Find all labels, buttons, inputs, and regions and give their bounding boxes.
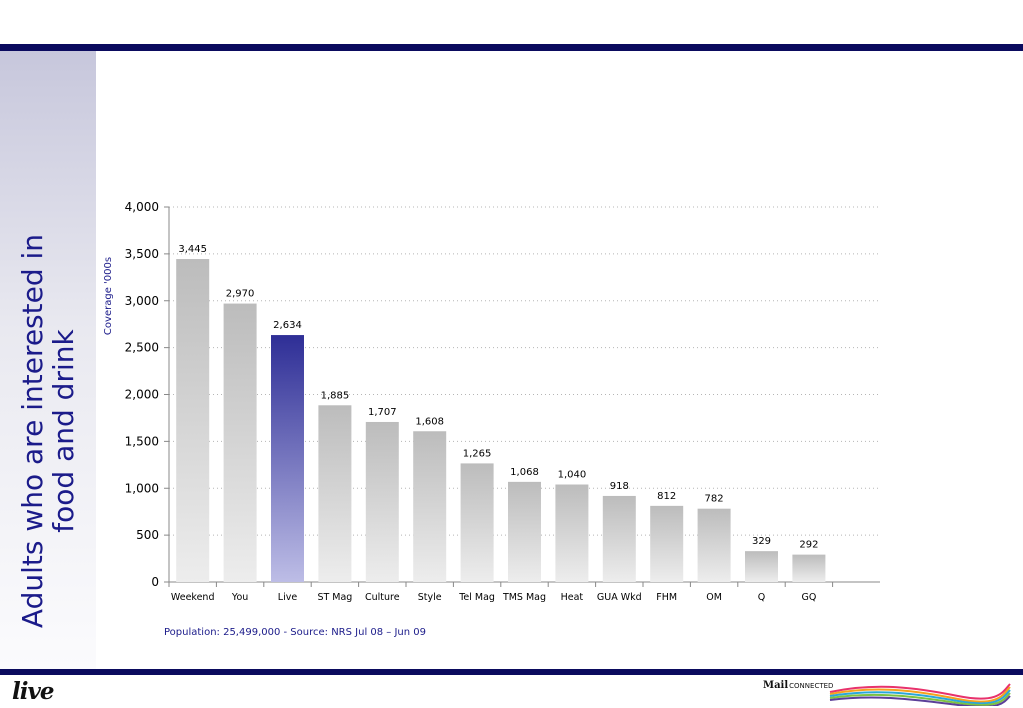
x-tick-label: GQ (801, 592, 816, 603)
data-label: 812 (657, 491, 676, 502)
y-tick-label: 3,500 (125, 247, 159, 261)
data-label: 1,885 (321, 390, 350, 401)
footer-bar (0, 669, 1023, 675)
bar-q (745, 551, 778, 582)
x-tick-label: Culture (365, 592, 400, 603)
y-tick-label: 1,000 (125, 481, 159, 495)
data-label: 292 (799, 540, 818, 551)
brand-name-light: CONNECTED (789, 682, 834, 690)
bar-gq (792, 554, 826, 582)
mail-connected-logo: MailCONNECTED (763, 680, 833, 691)
bar-om (697, 508, 731, 582)
data-label: 782 (705, 494, 724, 505)
bar-chart: 05001,0001,5002,0002,5003,0003,5004,000 … (103, 200, 880, 603)
bar-fhm (650, 505, 684, 582)
x-tick-label: Q (758, 592, 765, 603)
x-tick-label: ST Mag (317, 592, 352, 603)
data-label: 1,265 (463, 448, 492, 459)
x-tick-label: TMS Mag (502, 592, 546, 603)
y-axis-label: Coverage '000s (103, 257, 114, 335)
data-label: 2,634 (273, 320, 302, 331)
data-label: 2,970 (226, 289, 255, 300)
x-tick-label: Style (418, 592, 442, 603)
bar-you (223, 303, 257, 582)
y-tick-label: 0 (151, 575, 159, 589)
bar-live (271, 335, 304, 582)
bar-st-mag (318, 405, 352, 582)
data-label: 1,707 (368, 407, 397, 418)
bar-tel-mag (460, 463, 494, 582)
x-tick-label: OM (706, 592, 722, 603)
bar-style (413, 431, 447, 582)
x-tick-label: GUA Wkd (597, 592, 642, 603)
source-note: Population: 25,499,000 - Source: NRS Jul… (164, 627, 427, 638)
live-logo: live (12, 678, 54, 705)
data-label: 918 (610, 481, 629, 492)
x-tick-label: Weekend (171, 592, 215, 603)
data-label: 1,608 (415, 416, 444, 427)
x-tick-label: You (231, 592, 248, 603)
y-tick-label: 1,500 (125, 434, 159, 448)
side-panel: Adults who are interested in food and dr… (0, 51, 96, 669)
y-tick-label: 3,000 (125, 294, 159, 308)
y-tick-label: 4,000 (125, 200, 159, 214)
header-bar (0, 44, 1023, 51)
x-tick-label: Live (278, 592, 298, 603)
bar-weekend (176, 259, 210, 582)
bar-gua-wkd (602, 495, 636, 582)
brand-name-bold: Mail (763, 680, 789, 691)
slide-title: Adults who are interested in food and dr… (16, 233, 80, 629)
data-label: 3,445 (178, 244, 207, 255)
y-tick-label: 500 (136, 528, 159, 542)
y-tick-label: 2,000 (125, 388, 159, 402)
data-label: 329 (752, 536, 771, 547)
bar-culture (365, 421, 399, 582)
x-tick-label: Tel Mag (458, 592, 495, 603)
data-label: 1,040 (558, 470, 587, 481)
y-tick-label: 2,500 (125, 341, 159, 355)
swoosh-logo-graphic (829, 683, 1011, 706)
x-tick-label: FHM (656, 592, 677, 603)
bar-tms-mag (508, 481, 541, 582)
data-label: 1,068 (510, 467, 539, 478)
bar-heat (555, 484, 589, 582)
x-tick-label: Heat (561, 592, 584, 603)
